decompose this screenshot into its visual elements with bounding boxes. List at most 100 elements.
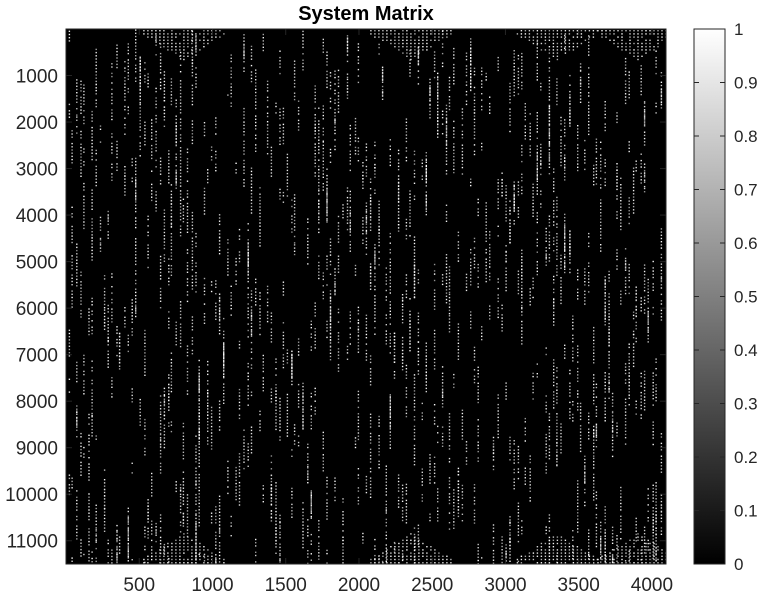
matrix-entry xyxy=(448,432,451,434)
matrix-entry xyxy=(497,179,499,181)
matrix-entry xyxy=(453,143,455,145)
matrix-entry xyxy=(389,268,391,270)
matrix-entry xyxy=(266,320,269,323)
matrix-entry xyxy=(259,324,261,326)
matrix-entry xyxy=(243,143,245,146)
matrix-entry xyxy=(243,111,245,113)
matrix-entry xyxy=(513,468,515,471)
matrix-entry xyxy=(247,465,249,467)
matrix-entry xyxy=(429,469,431,471)
matrix-entry xyxy=(405,225,408,227)
matrix-entry xyxy=(76,132,78,134)
matrix-entry xyxy=(513,78,515,81)
matrix-entry xyxy=(465,52,468,54)
matrix-entry xyxy=(485,224,487,226)
matrix-entry xyxy=(168,409,170,411)
matrix-entry xyxy=(135,263,137,266)
matrix-entry xyxy=(135,39,137,41)
matrix-entry xyxy=(349,144,351,146)
matrix-entry xyxy=(175,138,177,140)
matrix-entry xyxy=(107,552,109,554)
matrix-entry xyxy=(461,504,464,506)
matrix-entry xyxy=(215,512,217,514)
matrix-entry xyxy=(302,518,304,520)
matrix-entry xyxy=(88,502,90,505)
matrix-entry xyxy=(88,518,90,521)
matrix-entry xyxy=(346,91,349,93)
matrix-entry xyxy=(329,244,332,247)
matrix-entry xyxy=(159,173,162,175)
matrix-entry xyxy=(250,177,253,179)
matrix-entry xyxy=(191,285,194,287)
matrix-entry xyxy=(421,418,423,421)
matrix-entry xyxy=(385,521,387,524)
matrix-entry xyxy=(318,277,320,280)
matrix-entry xyxy=(91,126,93,129)
matrix-entry xyxy=(357,468,360,470)
matrix-entry xyxy=(144,342,146,344)
matrix-entry xyxy=(159,446,162,449)
matrix-entry xyxy=(357,335,360,337)
matrix-entry xyxy=(238,469,241,471)
matrix-entry xyxy=(413,242,416,245)
matrix-entry xyxy=(293,427,296,429)
matrix-entry xyxy=(215,166,217,169)
matrix-entry xyxy=(413,435,416,437)
matrix-entry xyxy=(481,105,483,108)
matrix-entry xyxy=(409,62,411,64)
matrix-entry xyxy=(307,253,309,255)
matrix-entry xyxy=(275,102,277,104)
matrix-entry xyxy=(80,281,82,283)
matrix-entry xyxy=(127,52,129,55)
matrix-entry xyxy=(389,236,391,238)
matrix-entry xyxy=(513,452,515,455)
matrix-entry xyxy=(191,84,194,87)
matrix-entry xyxy=(405,121,408,123)
matrix-entry xyxy=(397,230,400,232)
matrix-entry xyxy=(111,273,113,275)
matrix-entry xyxy=(477,369,479,372)
matrix-entry xyxy=(349,200,351,202)
matrix-entry xyxy=(163,244,166,246)
matrix-entry xyxy=(334,112,336,114)
matrix-entry xyxy=(191,123,194,125)
matrix-entry xyxy=(238,494,241,497)
matrix-entry xyxy=(425,213,427,216)
matrix-entry xyxy=(365,221,368,223)
matrix-entry xyxy=(405,506,408,508)
matrix-entry xyxy=(238,456,241,458)
matrix-entry xyxy=(179,96,182,98)
matrix-entry xyxy=(389,412,391,414)
matrix-entry xyxy=(91,379,93,382)
matrix-entry xyxy=(227,251,229,254)
matrix-entry xyxy=(374,170,376,172)
matrix-entry xyxy=(326,86,328,89)
matrix-entry xyxy=(155,531,157,533)
matrix-entry xyxy=(477,428,479,431)
matrix-entry xyxy=(163,125,166,127)
matrix-entry xyxy=(357,503,360,505)
matrix-entry xyxy=(266,96,269,98)
matrix-entry xyxy=(191,227,194,230)
matrix-entry xyxy=(326,320,328,323)
matrix-entry xyxy=(307,475,309,477)
matrix-entry xyxy=(182,221,185,223)
matrix-entry xyxy=(279,50,281,52)
matrix-entry xyxy=(448,422,451,425)
matrix-entry xyxy=(513,189,515,191)
matrix-entry xyxy=(198,437,200,440)
matrix-entry xyxy=(453,127,455,129)
matrix-entry xyxy=(282,344,285,346)
matrix-entry xyxy=(198,399,200,402)
matrix-entry xyxy=(365,247,368,249)
matrix-entry xyxy=(409,59,411,61)
matrix-entry xyxy=(329,100,332,103)
matrix-entry xyxy=(473,118,476,120)
matrix-entry xyxy=(195,236,197,238)
matrix-entry xyxy=(448,99,451,101)
matrix-entry xyxy=(270,318,273,321)
matrix-entry xyxy=(470,38,472,40)
matrix-entry xyxy=(170,87,173,90)
matrix-entry xyxy=(334,286,336,288)
matrix-entry xyxy=(445,125,448,127)
